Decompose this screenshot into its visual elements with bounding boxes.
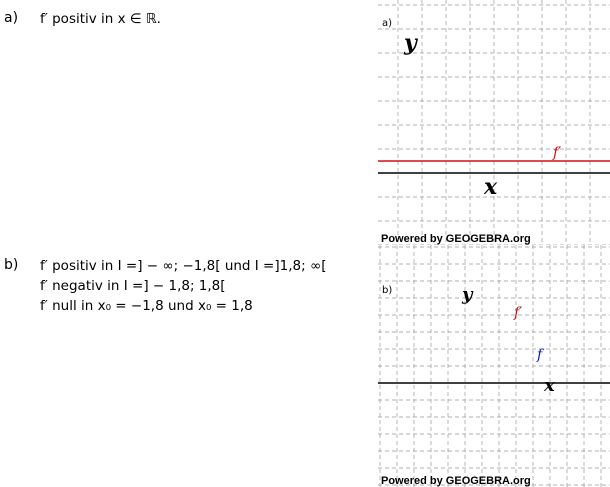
geogebra-credit: Powered by GEOGEBRA.org bbox=[381, 233, 531, 245]
part-a-label: a) bbox=[4, 10, 19, 26]
graph-a: -2-101234567-3-2-112345670f′a)yxPowered … bbox=[378, 0, 610, 245]
part-b-line-2: f′ negativ in I =] − 1,8; 1,8[ bbox=[40, 278, 226, 294]
geogebra-credit: Powered by GEOGEBRA.org bbox=[381, 475, 531, 487]
series-label: f bbox=[536, 347, 545, 363]
series-label: f′ bbox=[513, 305, 523, 321]
panel-label: b) bbox=[382, 285, 392, 296]
part-a-text: f′ positiv in x ∈ ℝ. bbox=[40, 11, 161, 27]
graph-b: -5-4-3-2-101234567-5-4-3-2-112345670f′fb… bbox=[378, 245, 610, 487]
x-axis-label: x bbox=[483, 174, 498, 200]
y-axis-label: y bbox=[403, 30, 419, 56]
series-label: f′ bbox=[552, 145, 562, 161]
part-b-line-3: f′ null in x₀ = −1,8 und x₀ = 1,8 bbox=[40, 298, 253, 314]
x-axis-label: x bbox=[543, 375, 555, 396]
part-b-label: b) bbox=[4, 257, 19, 273]
y-axis-label: y bbox=[461, 284, 474, 305]
part-b-line-1: f′ positiv in I =] − ∞; −1,8[ und I =]1,… bbox=[40, 258, 327, 274]
panel-label: a) bbox=[382, 18, 392, 29]
